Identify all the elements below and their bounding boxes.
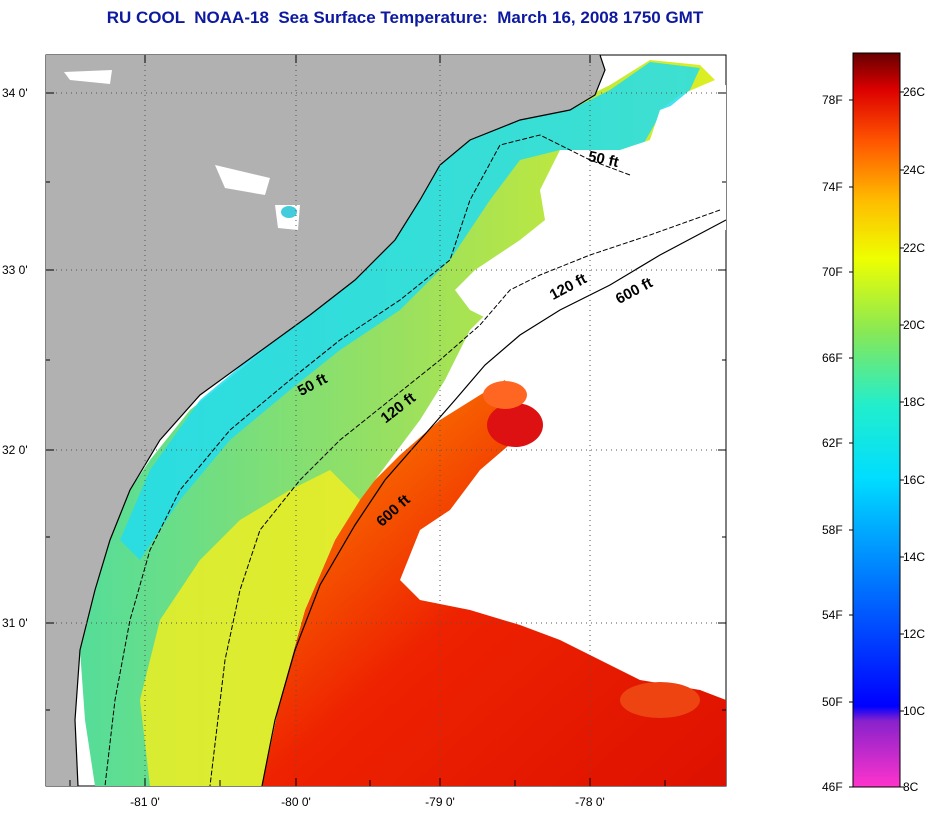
colorbar-c-label: 24C xyxy=(903,163,925,177)
colorbar-f-label: 62F xyxy=(822,436,843,450)
lon-label-78: -78 0' xyxy=(575,795,605,809)
contour-600ft xyxy=(261,219,726,786)
contour-120ft xyxy=(209,209,721,786)
lat-label-33: 33 0' xyxy=(2,263,28,277)
colorbar-c-label: 18C xyxy=(903,395,925,409)
colorbar-c-label: 26C xyxy=(903,85,925,99)
warm-patch-3 xyxy=(620,682,700,718)
coastline xyxy=(74,55,606,786)
lon-label-79: -79 0' xyxy=(425,795,455,809)
lat-label-34: 34 0' xyxy=(2,86,28,100)
lon-label-81: -81 0' xyxy=(130,795,160,809)
colorbar-f-label: 66F xyxy=(822,351,843,365)
lon-label-80: -80 0' xyxy=(281,795,311,809)
colorbar-f-label: 78F xyxy=(822,93,843,107)
graticule xyxy=(46,55,726,786)
nearshore-cool-water xyxy=(120,62,700,560)
gulf-stream-warm-water xyxy=(262,380,726,786)
colorbar-f-label: 70F xyxy=(822,265,843,279)
map-title: RU COOL NOAA-18 Sea Surface Temperature:… xyxy=(106,8,704,27)
map-area xyxy=(46,55,726,786)
no-data-patch-1 xyxy=(64,70,112,84)
colorbar-f-label: 46F xyxy=(822,780,843,794)
warm-patch-1 xyxy=(487,403,543,447)
contour-50ft xyxy=(104,134,631,786)
cloud-cover-north xyxy=(455,85,726,320)
axis-ticks xyxy=(46,55,726,786)
colorbar-ticks xyxy=(849,91,904,788)
colorbar-c-label: 10C xyxy=(903,704,925,718)
colorbar-f-label: 58F xyxy=(822,523,843,537)
colorbar-f-label: 50F xyxy=(822,695,843,709)
lat-label-32: 32 0' xyxy=(2,443,28,457)
lat-label-31: 31 0' xyxy=(2,616,28,630)
colorbar-f-label: 74F xyxy=(822,180,843,194)
land-mass xyxy=(46,55,605,786)
colorbar-f-label: 54F xyxy=(822,608,843,622)
lake-patch xyxy=(281,206,297,218)
colorbar-c-label: 22C xyxy=(903,241,925,255)
no-data-patch-2 xyxy=(215,165,270,195)
colorbar-c-label: 20C xyxy=(903,318,925,332)
colorbar-c-label: 12C xyxy=(903,627,925,641)
colorbar xyxy=(852,52,901,788)
contour-label-50ft-north: 50 ft xyxy=(587,148,621,171)
warm-patch-2 xyxy=(483,381,527,409)
colorbar-c-label: 16C xyxy=(903,473,925,487)
colorbar-c-label: 8C xyxy=(903,780,919,794)
colorbar-c-label: 14C xyxy=(903,550,925,564)
southern-shelf-warm xyxy=(140,470,360,786)
